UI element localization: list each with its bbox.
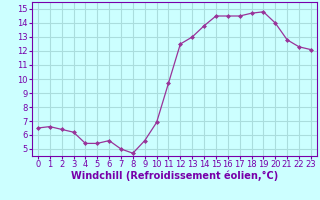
X-axis label: Windchill (Refroidissement éolien,°C): Windchill (Refroidissement éolien,°C) [71,171,278,181]
